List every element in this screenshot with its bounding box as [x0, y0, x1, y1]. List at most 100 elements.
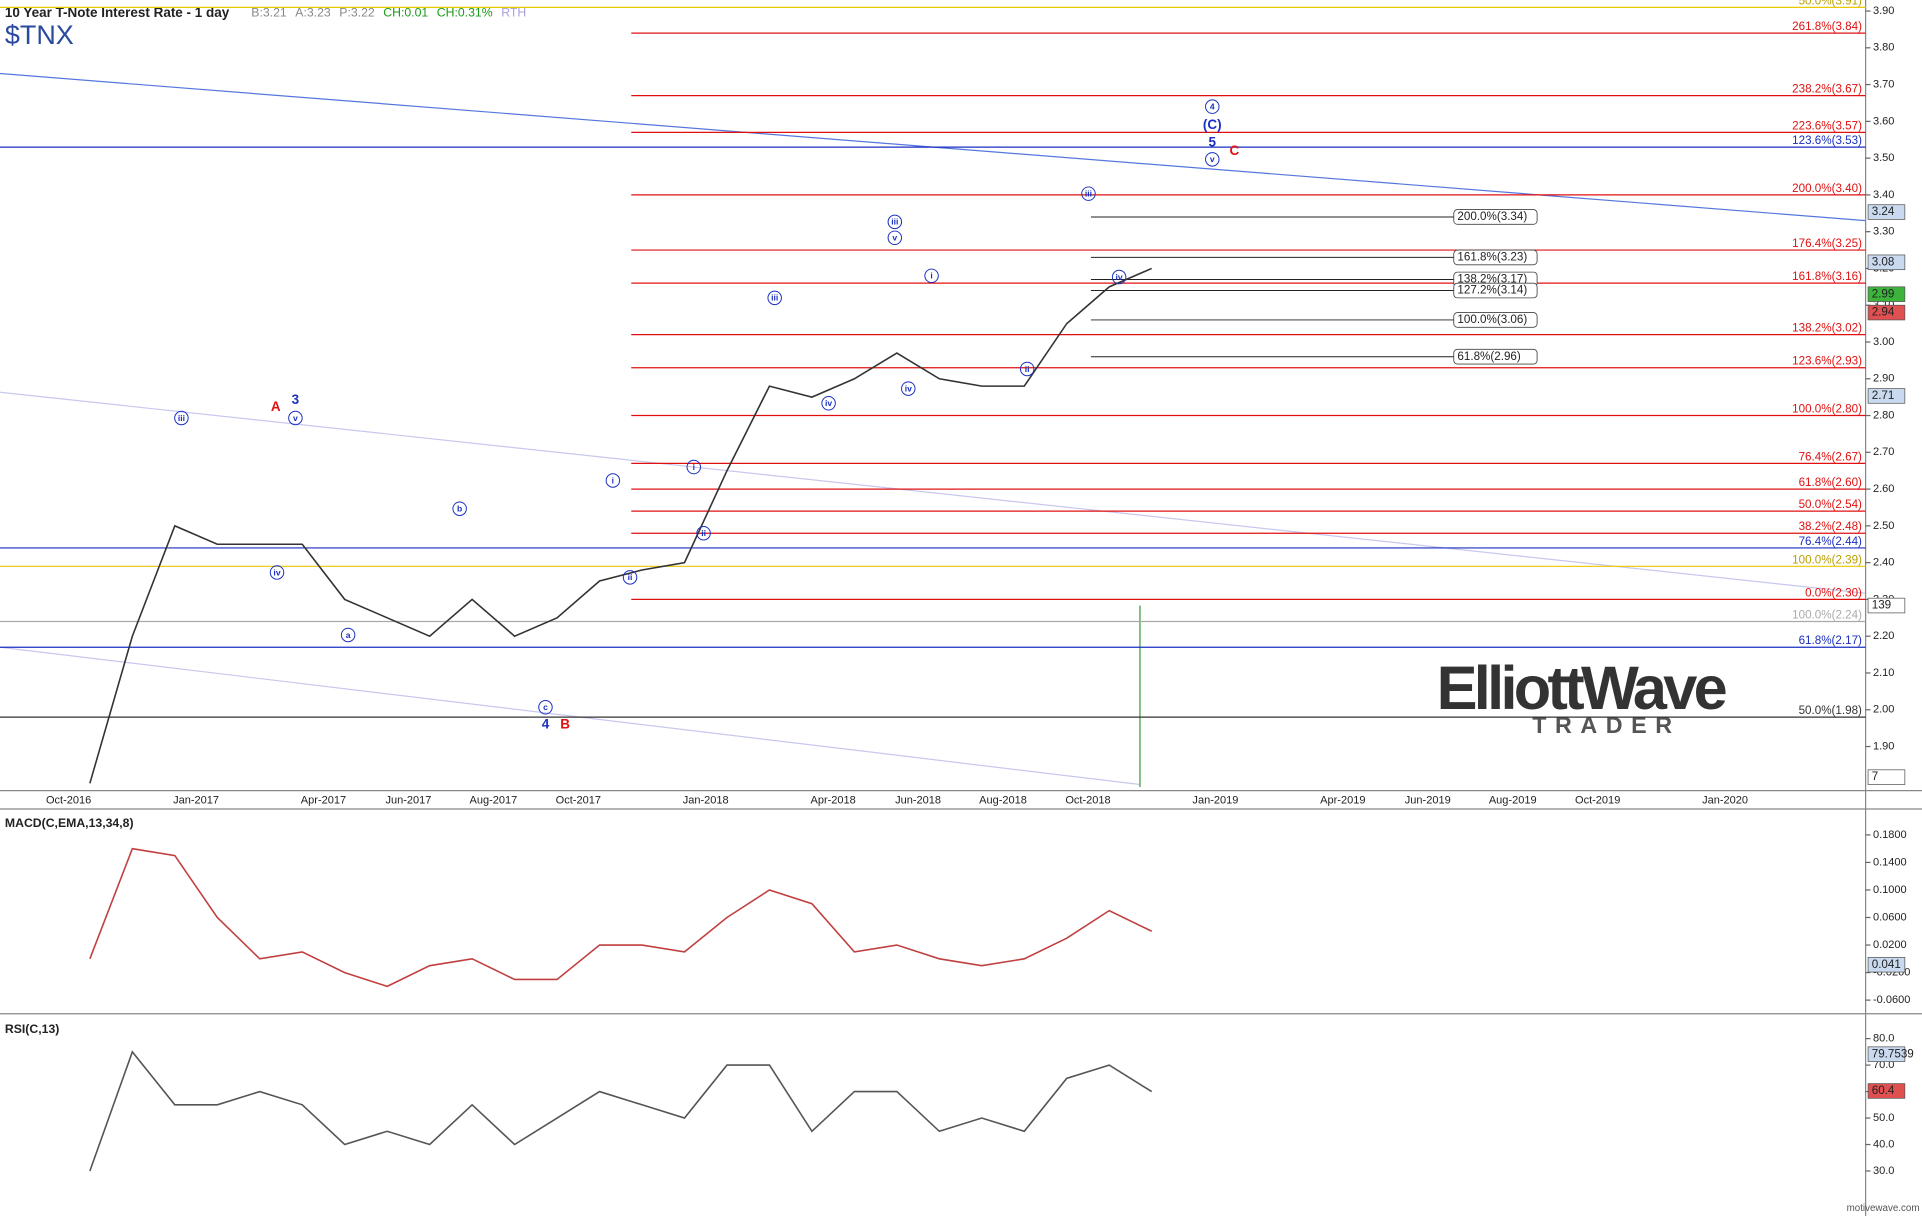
wave-label: 3	[292, 392, 299, 407]
y-tick-label: 2.70	[1873, 446, 1894, 458]
value-badge	[1867, 769, 1906, 785]
fib-label: 200.0%(3.40)	[1792, 182, 1862, 195]
quote: P:3.22	[339, 6, 375, 20]
fib-label: 61.8%(2.17)	[1799, 634, 1862, 647]
y-tick-label: 2.60	[1873, 483, 1894, 495]
wave-label: iii	[771, 293, 778, 303]
fib-label: 100.0%(2.80)	[1792, 402, 1862, 415]
target-label: 61.8%(2.96)	[1457, 350, 1520, 363]
fib-label: 61.8%(2.60)	[1799, 476, 1862, 489]
value-badge	[1867, 956, 1906, 973]
wave-label: iv	[905, 383, 912, 393]
x-tick-label: Oct-2018	[1065, 794, 1110, 806]
wave-circle	[767, 290, 782, 306]
x-tick-label: Apr-2018	[810, 794, 855, 806]
x-tick-label: Aug-2017	[469, 794, 517, 806]
wave-label: ii	[1025, 364, 1030, 374]
wave-label: C	[1229, 143, 1239, 158]
fib-label: 100.0%(2.24)	[1792, 608, 1862, 621]
value-badge	[1867, 388, 1906, 404]
footer: motivewave.com	[1847, 1203, 1920, 1214]
target-box	[1453, 312, 1538, 328]
value-badge	[1867, 304, 1906, 321]
wave-circle	[1205, 152, 1220, 167]
target-label: 200.0%(3.34)	[1457, 210, 1527, 223]
wave-label: A	[271, 399, 281, 414]
x-tick-label: Oct-2016	[46, 794, 91, 806]
wave-circle	[174, 410, 189, 426]
value-badge	[1867, 1083, 1906, 1099]
fib-label: 223.6%(3.57)	[1792, 119, 1862, 132]
value-badge-label: 2.94	[1872, 306, 1895, 319]
wave-circle	[1081, 186, 1096, 201]
logo-name: ElliottWave	[1437, 654, 1726, 722]
fib-label: 100.0%(2.39)	[1792, 553, 1862, 566]
value-badge-label: 0.041	[1872, 958, 1901, 971]
x-tick-label: Oct-2017	[556, 794, 601, 806]
wave-circle	[1205, 99, 1220, 114]
wave-circle	[452, 501, 467, 516]
fib-label: 161.8%(3.16)	[1792, 270, 1862, 283]
y-tick-label: 0.1400	[1873, 856, 1907, 868]
wave-label: a	[346, 630, 351, 640]
value-badge	[1867, 254, 1906, 271]
fib-label: 176.4%(3.25)	[1792, 237, 1862, 250]
wave-circle	[288, 410, 303, 426]
wave-circle	[622, 570, 638, 585]
x-tick-label: Jan-2018	[683, 794, 729, 806]
y-tick-label: 0.1800	[1873, 829, 1907, 841]
y-tick-label: 3.80	[1873, 42, 1894, 54]
wave-circle	[269, 565, 285, 580]
fib-label: 50.0%(2.54)	[1799, 498, 1862, 511]
x-tick-label: Jun-2018	[895, 794, 941, 806]
wave-label: ii	[628, 572, 633, 582]
quote: CH:0.31%	[437, 6, 493, 20]
y-tick-label: 3.40	[1873, 189, 1894, 201]
wave-label: iii	[178, 413, 185, 423]
y-tick-label: 2.10	[1873, 667, 1894, 679]
y-tick-label: 2.20	[1873, 630, 1894, 642]
chart-title: 10 Year T-Note Interest Rate - 1 day	[5, 5, 230, 20]
wave-label: i	[612, 475, 614, 485]
value-badge-label: 60.4	[1872, 1084, 1895, 1097]
wave-label: c	[543, 702, 548, 712]
wave-label: iii	[1085, 189, 1092, 199]
y-tick-label: 3.00	[1873, 336, 1894, 348]
wave-circle	[901, 381, 916, 396]
wave-label: 4	[542, 717, 550, 732]
wave-circle	[340, 627, 356, 643]
wave-label: b	[457, 504, 462, 514]
wave-label: 5	[1209, 134, 1217, 149]
y-tick-label: 3.70	[1873, 78, 1894, 90]
wave-circle	[686, 459, 702, 475]
quote: A:3.23	[295, 6, 331, 20]
wave-label: (C)	[1203, 117, 1222, 132]
fib-label: 38.2%(2.48)	[1799, 520, 1862, 533]
y-tick-label: 2.80	[1873, 409, 1894, 421]
fib-label: 261.8%(3.84)	[1792, 20, 1862, 33]
wave-circle	[1019, 361, 1035, 377]
x-tick-label: Apr-2019	[1320, 794, 1365, 806]
y-tick-label: 2.90	[1873, 373, 1894, 385]
fib-label: 76.4%(2.44)	[1799, 535, 1862, 548]
target-box	[1453, 282, 1538, 299]
fib-label: 50.0%(3.91)	[1799, 0, 1862, 7]
value-badge-label: 2.71	[1872, 389, 1895, 402]
fib-label: 0.0%(2.30)	[1805, 586, 1862, 599]
x-tick-label: Oct-2019	[1575, 794, 1620, 806]
y-tick-label: 70.0	[1873, 1059, 1894, 1071]
value-badge-label: 139	[1872, 599, 1891, 612]
wave-label: B	[560, 717, 570, 732]
wave-label: v	[1210, 154, 1215, 164]
series-line	[89, 847, 1153, 988]
y-tick-label: -0.0600	[1873, 994, 1910, 1006]
wave-circle	[887, 214, 903, 230]
fib-label: 76.4%(2.67)	[1799, 450, 1862, 463]
y-tick-label: 0.0600	[1873, 911, 1907, 923]
target-box	[1453, 209, 1538, 225]
target-label: 138.2%(3.17)	[1457, 273, 1527, 286]
x-tick-label: Jun-2019	[1405, 794, 1451, 806]
value-badge-label: 3.08	[1872, 255, 1895, 268]
